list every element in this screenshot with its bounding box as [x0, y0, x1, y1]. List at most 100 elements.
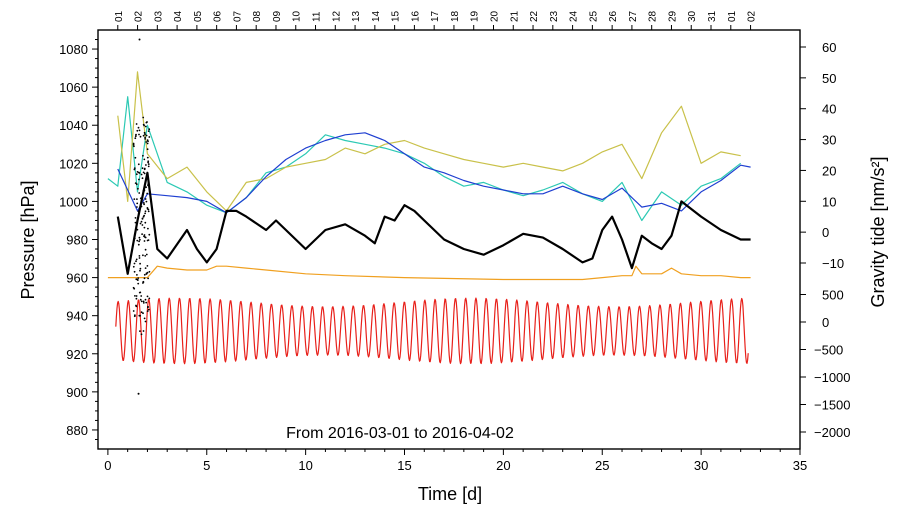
date-range-annotation: From 2016-03-01 to 2016-04-02 [286, 425, 514, 442]
pressure-scatter-point [147, 277, 150, 280]
x-tick-label: 25 [595, 458, 609, 473]
pressure-scatter-point [143, 131, 146, 134]
pressure-scatter-point [144, 125, 147, 128]
pressure-scatter-point [142, 202, 145, 204]
pressure-scatter-point [137, 243, 140, 246]
pressure-scatter-point [146, 192, 149, 195]
pressure-scatter-point [146, 139, 149, 142]
pressure-scatter-point [139, 330, 141, 332]
y-right-lower-tick-label: −500 [814, 343, 843, 358]
pressure-scatter-point [142, 254, 144, 257]
top-day-label: 24 [569, 10, 580, 22]
pressure-scatter-point [136, 202, 139, 205]
pressure-scatter-point [136, 228, 139, 231]
pressure-scatter-point [142, 300, 145, 303]
top-day-label: 23 [549, 10, 560, 22]
pressure-scatter-point [148, 128, 151, 131]
pressure-scatter-point [143, 317, 146, 320]
pressure-scatter-point [140, 333, 143, 336]
pressure-scatter-point [142, 123, 145, 126]
pressure-scatter-point [148, 297, 151, 300]
pressure-scatter-point [138, 257, 141, 259]
pressure-scatter-point [138, 129, 141, 132]
pressure-scatter-point [136, 239, 139, 242]
pressure-scatter-point [144, 320, 147, 323]
pressure-scatter-point [147, 130, 150, 133]
pressure-scatter-point [135, 123, 138, 125]
pressure-scatter-point [132, 142, 135, 145]
pressure-scatter-point [135, 295, 138, 297]
top-day-label: 20 [489, 10, 500, 22]
pressure-scatter-point [141, 177, 144, 180]
pressure-scatter-point [133, 237, 136, 240]
x-axis-label: Time [d] [418, 484, 482, 504]
pressure-scatter-point [132, 265, 135, 268]
pressure-scatter-point [139, 262, 142, 265]
pressure-scatter-point [134, 182, 137, 185]
y-axis-left-label: Pressure [hPa] [18, 180, 38, 299]
pressure-scatter-point [134, 221, 137, 224]
pressure-scatter-point [148, 233, 151, 236]
pressure-scatter-point [132, 310, 135, 312]
y-left-tick-label: 880 [66, 423, 88, 438]
x-tick-label: 5 [203, 458, 210, 473]
pressure-scatter-point [147, 165, 150, 168]
top-day-label: 30 [687, 10, 698, 22]
y-left-tick-label: 940 [66, 309, 88, 324]
top-day-label: 02 [134, 10, 145, 22]
pressure-scatter-point [146, 148, 149, 151]
top-day-label: 18 [450, 10, 461, 22]
pressure-scatter-point [142, 171, 145, 174]
pressure-scatter-point [142, 282, 144, 284]
y-right-upper-tick-label: 50 [822, 71, 836, 86]
pressure-scatter-point [147, 308, 150, 311]
top-day-label: 11 [312, 11, 323, 22]
top-day-label: 04 [173, 10, 184, 22]
pressure-scatter-point [137, 277, 140, 279]
pressure-scatter-point [145, 200, 148, 203]
pressure-scatter-point [140, 205, 143, 208]
series-line-gravity-red [115, 297, 749, 365]
pressure-scatter-point [144, 298, 147, 301]
pressure-scatter-point [133, 262, 136, 265]
pressure-scatter-point [133, 167, 136, 170]
pressure-scatter-point [138, 133, 140, 136]
y-right-lower-tick-label: 500 [822, 288, 844, 303]
pressure-scatter-point [143, 226, 146, 229]
pressure-scatter-point [143, 168, 146, 171]
pressure-scatter-point [137, 187, 139, 190]
x-tick-label: 35 [793, 458, 807, 473]
top-day-label: 07 [232, 10, 243, 22]
y-axis-right-label: Gravity tide [nm/s²] [868, 156, 888, 307]
top-day-label: 28 [648, 10, 659, 22]
x-tick-label: 15 [397, 458, 411, 473]
top-day-label: 15 [391, 10, 402, 22]
y-right-upper-tick-label: −10 [822, 256, 844, 271]
pressure-scatter-point [135, 258, 138, 261]
pressure-scatter-point [137, 392, 140, 395]
pressure-scatter-point [136, 129, 139, 132]
y-left-tick-label: 1060 [59, 80, 88, 95]
pressure-scatter-point [147, 161, 150, 164]
pressure-scatter-point [145, 186, 148, 189]
y-left-tick-label: 1040 [59, 118, 88, 133]
pressure-scatter-point [144, 136, 147, 139]
plot-layer [107, 38, 751, 395]
top-day-label: 27 [628, 10, 639, 22]
y-left-tick-label: 920 [66, 347, 88, 362]
top-day-label: 21 [509, 10, 520, 22]
pressure-scatter-point [134, 295, 136, 297]
y-right-upper-tick-label: 30 [822, 133, 836, 148]
pressure-scatter-point [141, 218, 144, 220]
y-right-upper-tick-label: 40 [822, 102, 836, 117]
pressure-scatter-point [134, 314, 136, 317]
pressure-scatter-point [135, 297, 138, 300]
y-left-tick-label: 1080 [59, 42, 88, 57]
y-right-upper-tick-label: 0 [822, 225, 829, 240]
pressure-scatter-point [143, 172, 146, 175]
pressure-scatter-point [148, 136, 151, 138]
top-day-label: 26 [608, 10, 619, 22]
pressure-scatter-point [138, 291, 141, 294]
pressure-scatter-point [145, 273, 148, 275]
